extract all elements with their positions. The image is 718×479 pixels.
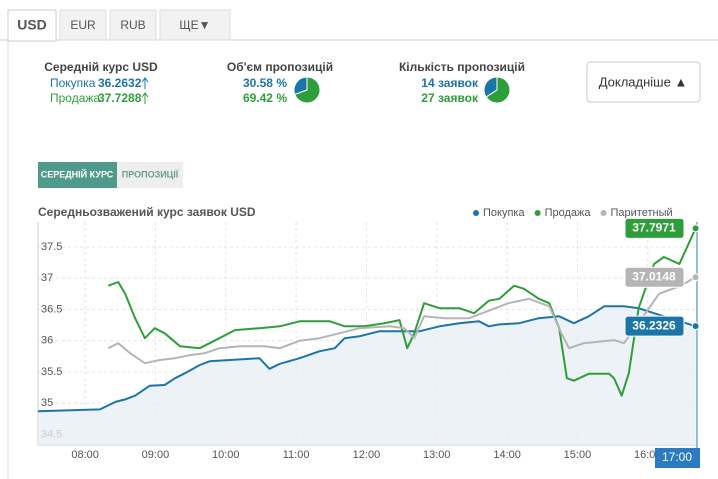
tab-label[interactable]: RUB <box>120 18 145 32</box>
view-tab-label[interactable]: СЕРЕДНІЙ КУРС <box>41 168 114 179</box>
tab-label[interactable]: USD <box>17 17 47 33</box>
y-tick-label: 36.5 <box>41 303 62 315</box>
arrow-up <box>141 77 149 89</box>
value-badge-label: 36.2326 <box>632 318 676 332</box>
value-badge-label: 37.7971 <box>632 221 676 235</box>
count-label: 14 заявок <box>421 76 479 90</box>
series-line <box>37 305 696 413</box>
y-tick-label: 36 <box>41 335 53 347</box>
count-title: Кількість пропозицій <box>399 60 525 74</box>
buy-rate: 36.2632 <box>98 76 142 90</box>
view-tab-label[interactable]: ПРОПОЗИЦІЇ <box>122 169 179 179</box>
tab-label[interactable]: EUR <box>70 18 96 32</box>
legend-marker <box>534 210 541 216</box>
y-tick-label: 37.5 <box>41 241 62 253</box>
legend-marker <box>473 210 479 216</box>
x-tick-label: 09:00 <box>142 449 170 461</box>
details-button-label[interactable]: Докладніше ▲ <box>599 74 688 89</box>
volume-title: Об'єм пропозицій <box>227 60 333 74</box>
x-tick-label: 16:00 <box>634 449 662 461</box>
details-button[interactable] <box>586 61 701 103</box>
value-badge <box>624 266 685 288</box>
chart-title: Середньозважений курс заявок USD <box>38 205 256 219</box>
cursor-badge-label: 17:00 <box>662 450 692 464</box>
tab-label[interactable]: ЩЕ▼ <box>179 18 210 32</box>
legend-label: Паритетный <box>611 207 673 219</box>
x-tick-label: 11:00 <box>283 449 310 461</box>
legend-marker <box>600 210 607 216</box>
volume-label: 69.42 % <box>243 91 287 105</box>
end-marker <box>691 322 700 331</box>
view-tab-active[interactable] <box>38 162 117 188</box>
cursor-badge <box>655 448 700 468</box>
count-label: 27 заявок <box>421 91 479 105</box>
end-marker <box>691 273 700 282</box>
y-tick-label: 35 <box>41 397 53 409</box>
volume-label: 30.58 % <box>243 76 287 90</box>
buy-label: Покупка <box>50 76 96 90</box>
value-badge <box>624 315 685 337</box>
pie-slice <box>294 76 321 104</box>
series-line <box>107 227 697 397</box>
legend-label: Продажа <box>545 207 592 219</box>
series-line <box>107 276 697 365</box>
x-tick-label: 08:00 <box>71 449 99 461</box>
view-tab[interactable] <box>117 162 183 188</box>
value-badge-label: 37.0148 <box>632 269 676 283</box>
tab-active[interactable] <box>7 9 57 42</box>
x-tick-label: 14:00 <box>493 449 521 461</box>
x-tick-label: 15:00 <box>564 449 592 461</box>
x-tick-label: 10:00 <box>212 449 240 461</box>
area-fill <box>38 306 696 445</box>
x-tick-label: 13:00 <box>423 449 451 461</box>
sell-rate: 37.7288 <box>98 91 142 105</box>
x-tick-label: 12:00 <box>353 449 381 461</box>
pie-slice <box>485 76 511 104</box>
end-marker <box>691 224 700 233</box>
sell-label: Продажа <box>50 91 100 105</box>
summary-title: Середній курс USD <box>44 60 158 74</box>
tab[interactable] <box>109 9 157 41</box>
tab[interactable] <box>159 9 231 41</box>
tab[interactable] <box>59 9 107 41</box>
value-badge <box>624 217 685 239</box>
y-tick-label: 35.5 <box>41 366 62 378</box>
y-tick-label: 37 <box>41 272 53 284</box>
legend-label: Покупка <box>483 207 525 219</box>
arrow-up <box>141 92 149 104</box>
